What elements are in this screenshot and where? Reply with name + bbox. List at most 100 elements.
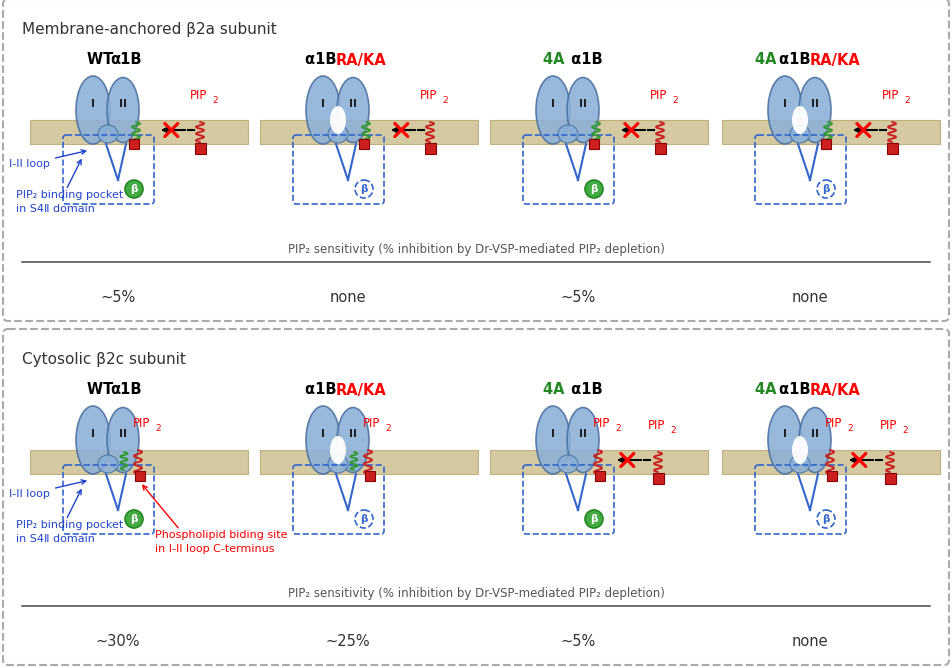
Text: ~25%: ~25% xyxy=(326,635,370,649)
Text: PIP: PIP xyxy=(190,89,208,102)
Text: II: II xyxy=(811,99,819,109)
Ellipse shape xyxy=(98,125,118,143)
Text: α1B: α1B xyxy=(110,383,142,397)
Ellipse shape xyxy=(330,106,346,134)
Text: II: II xyxy=(349,99,357,109)
Bar xyxy=(595,471,605,481)
Text: ~5%: ~5% xyxy=(561,635,596,649)
Text: PIP₂ sensitivity (% inhibition by Dr-VSP-mediated PIP₂ depletion): PIP₂ sensitivity (% inhibition by Dr-VSP… xyxy=(288,587,664,600)
Text: none: none xyxy=(792,291,828,305)
Text: II: II xyxy=(119,99,127,109)
Bar xyxy=(135,471,145,481)
Text: I: I xyxy=(551,429,555,439)
Bar xyxy=(30,120,248,144)
Ellipse shape xyxy=(306,76,340,144)
Text: 2: 2 xyxy=(904,96,909,105)
Ellipse shape xyxy=(337,407,369,472)
Text: α1B: α1B xyxy=(305,383,342,397)
Ellipse shape xyxy=(768,406,802,474)
Ellipse shape xyxy=(567,77,599,142)
FancyBboxPatch shape xyxy=(3,329,949,665)
Ellipse shape xyxy=(76,406,110,474)
Ellipse shape xyxy=(799,77,831,142)
Text: PIP₂ sensitivity (% inhibition by Dr-VSP-mediated PIP₂ depletion): PIP₂ sensitivity (% inhibition by Dr-VSP… xyxy=(288,243,664,256)
Text: β: β xyxy=(130,514,138,524)
Bar xyxy=(655,142,665,154)
Text: PIP: PIP xyxy=(880,419,898,432)
Ellipse shape xyxy=(330,436,346,464)
Text: 4A: 4A xyxy=(543,53,569,67)
Text: PIP: PIP xyxy=(593,417,610,430)
Text: PIP: PIP xyxy=(420,89,437,102)
Text: β: β xyxy=(823,514,830,524)
Bar xyxy=(425,142,435,154)
Bar xyxy=(490,120,708,144)
Text: 4A: 4A xyxy=(543,383,569,397)
Text: ~30%: ~30% xyxy=(96,635,140,649)
Circle shape xyxy=(125,510,143,528)
Bar xyxy=(886,142,898,154)
Text: Cytosolic β2c subunit: Cytosolic β2c subunit xyxy=(22,352,186,367)
Text: β: β xyxy=(590,184,598,194)
Ellipse shape xyxy=(799,407,831,472)
Ellipse shape xyxy=(328,125,348,143)
Bar xyxy=(359,139,369,149)
Text: 4A: 4A xyxy=(755,383,782,397)
Text: I-II loop: I-II loop xyxy=(10,480,86,499)
Text: none: none xyxy=(329,291,367,305)
Text: II: II xyxy=(119,429,127,439)
Text: PIP: PIP xyxy=(363,417,381,430)
Text: PIP: PIP xyxy=(825,417,843,430)
Text: PIP: PIP xyxy=(648,419,665,432)
Text: 2: 2 xyxy=(442,96,447,105)
Ellipse shape xyxy=(76,76,110,144)
Circle shape xyxy=(585,180,603,198)
Ellipse shape xyxy=(107,407,139,472)
Text: 2: 2 xyxy=(847,424,853,433)
Bar xyxy=(821,139,831,149)
Text: I: I xyxy=(783,429,787,439)
Text: PIP: PIP xyxy=(882,89,900,102)
Ellipse shape xyxy=(107,77,139,142)
Bar xyxy=(884,472,896,484)
Text: β: β xyxy=(590,514,598,524)
Bar xyxy=(490,450,708,474)
Text: I: I xyxy=(321,99,325,109)
Ellipse shape xyxy=(337,77,369,142)
Text: II: II xyxy=(349,429,357,439)
Circle shape xyxy=(125,180,143,198)
Text: α1B: α1B xyxy=(305,53,342,67)
Circle shape xyxy=(355,180,373,198)
Text: WT: WT xyxy=(87,53,118,67)
Text: α1B: α1B xyxy=(779,383,815,397)
Text: 2: 2 xyxy=(615,424,621,433)
Circle shape xyxy=(585,510,603,528)
Bar xyxy=(722,120,940,144)
Text: I: I xyxy=(551,99,555,109)
Bar xyxy=(722,450,940,474)
Ellipse shape xyxy=(306,406,340,474)
Ellipse shape xyxy=(790,125,810,143)
Bar xyxy=(652,472,664,484)
Text: II: II xyxy=(579,429,587,439)
FancyBboxPatch shape xyxy=(3,0,949,321)
Text: β: β xyxy=(360,514,367,524)
Bar xyxy=(129,139,139,149)
Text: α1B: α1B xyxy=(779,53,815,67)
Text: 2: 2 xyxy=(155,424,161,433)
Ellipse shape xyxy=(328,455,348,473)
Text: WT: WT xyxy=(87,383,118,397)
Text: 2: 2 xyxy=(670,426,676,435)
Ellipse shape xyxy=(790,455,810,473)
Text: PIP₂ binding pocket
in S4Ⅱ domain: PIP₂ binding pocket in S4Ⅱ domain xyxy=(16,190,123,214)
Bar xyxy=(260,120,478,144)
Ellipse shape xyxy=(792,436,808,464)
Ellipse shape xyxy=(536,76,570,144)
Text: I: I xyxy=(91,429,95,439)
Text: PIP: PIP xyxy=(650,89,667,102)
Bar xyxy=(30,450,248,474)
Ellipse shape xyxy=(768,76,802,144)
Text: 2: 2 xyxy=(385,424,390,433)
Text: I-II loop: I-II loop xyxy=(10,150,86,169)
Text: none: none xyxy=(792,635,828,649)
